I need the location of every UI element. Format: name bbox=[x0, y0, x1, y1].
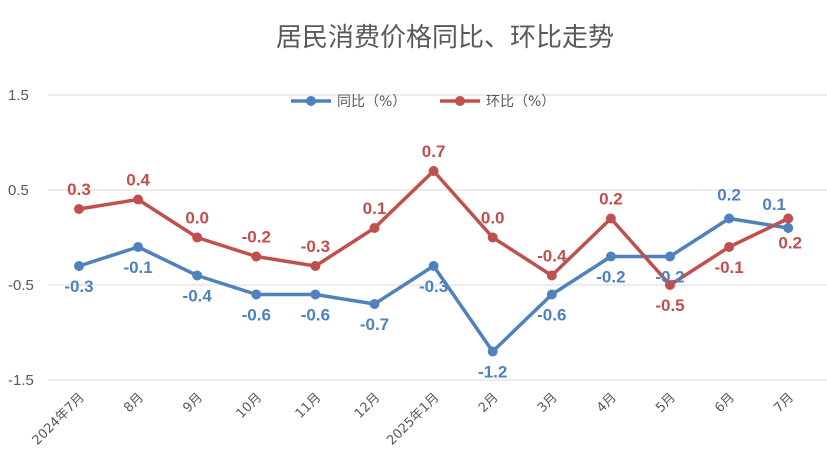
data-point bbox=[369, 299, 380, 309]
x-tick-label: 7月 bbox=[771, 390, 797, 416]
data-label: -0.4 bbox=[537, 247, 567, 266]
data-point bbox=[605, 251, 616, 262]
data-label: -0.4 bbox=[183, 287, 213, 306]
legend: 同比（%） 环比（%） bbox=[291, 94, 555, 110]
data-point bbox=[192, 270, 203, 281]
x-tick-label: 2024年7月 bbox=[30, 390, 88, 448]
data-point bbox=[783, 213, 794, 224]
x-tick-label: 6月 bbox=[712, 390, 738, 416]
data-label: -0.3 bbox=[64, 277, 93, 296]
legend-marker bbox=[306, 96, 316, 106]
data-label: 0.0 bbox=[481, 209, 505, 228]
data-label: 0.3 bbox=[67, 180, 91, 199]
data-point bbox=[605, 213, 616, 224]
y-tick-label: -1.5 bbox=[8, 372, 34, 389]
data-label: -0.6 bbox=[242, 306, 271, 325]
y-tick-label: -0.5 bbox=[8, 277, 34, 294]
data-label: 0.1 bbox=[363, 199, 387, 218]
data-label: -0.3 bbox=[419, 277, 448, 296]
data-point bbox=[428, 166, 439, 176]
data-point bbox=[133, 194, 144, 205]
data-label: 0.0 bbox=[185, 209, 209, 228]
x-tick-label: 8月 bbox=[121, 390, 147, 416]
data-label: -0.3 bbox=[301, 237, 330, 256]
data-label: -0.2 bbox=[596, 268, 625, 287]
legend-marker bbox=[455, 96, 465, 106]
data-label: 0.2 bbox=[778, 234, 802, 253]
legend-label: 环比（%） bbox=[486, 94, 555, 110]
x-tick-label: 10月 bbox=[234, 390, 265, 421]
data-point bbox=[487, 232, 498, 243]
data-label: 0.4 bbox=[126, 171, 150, 190]
data-point bbox=[74, 204, 84, 214]
data-label: -1.2 bbox=[478, 363, 507, 382]
data-point bbox=[251, 251, 262, 262]
x-tick-label: 9月 bbox=[180, 390, 206, 416]
data-point bbox=[428, 261, 439, 271]
gridlines bbox=[48, 94, 827, 381]
data-point bbox=[665, 280, 675, 290]
x-tick-label: 5月 bbox=[653, 390, 679, 416]
series-lines bbox=[74, 166, 794, 357]
data-point bbox=[310, 289, 321, 300]
data-point bbox=[665, 251, 675, 262]
data-label: -0.2 bbox=[655, 268, 684, 287]
data-point bbox=[546, 289, 557, 300]
y-tick-label: 0.5 bbox=[8, 182, 29, 199]
x-tick-label: 2025年1月 bbox=[384, 390, 442, 448]
data-label: 0.1 bbox=[762, 195, 786, 214]
data-labels: -0.3 -0.1 -0.4 -0.6 -0.6 -0.7 -0.3 -1.2 -0.6 -0.2… bbox=[64, 142, 802, 382]
legend-label: 同比（%） bbox=[337, 94, 406, 110]
data-label: -0.1 bbox=[714, 258, 743, 277]
data-label: 0.2 bbox=[599, 190, 623, 209]
data-point bbox=[251, 289, 262, 300]
data-label: -0.6 bbox=[301, 306, 330, 325]
data-point bbox=[192, 232, 203, 243]
x-tick-label: 2月 bbox=[476, 390, 502, 416]
data-point bbox=[310, 261, 321, 271]
data-point bbox=[487, 346, 498, 357]
x-axis-ticks: 2024年7月 8月 9月 10月 11月 12月 2025年1月 2月 3月 4月 5月 6月 7月 bbox=[30, 390, 797, 448]
data-point bbox=[724, 213, 735, 224]
data-point bbox=[783, 223, 794, 233]
y-axis-ticks: 1.5 0.5 -0.5 -1.5 bbox=[8, 87, 34, 389]
data-label: -0.1 bbox=[123, 258, 152, 277]
data-point bbox=[546, 270, 557, 281]
x-tick-label: 11月 bbox=[293, 390, 324, 421]
x-tick-label: 3月 bbox=[535, 390, 561, 416]
data-label: -0.6 bbox=[537, 306, 566, 325]
data-label: 0.2 bbox=[717, 186, 741, 205]
data-point bbox=[369, 223, 380, 233]
x-tick-label: 4月 bbox=[594, 390, 620, 416]
data-point bbox=[724, 242, 735, 252]
data-label: -0.5 bbox=[655, 296, 684, 315]
data-point bbox=[133, 242, 144, 252]
x-tick-label: 12月 bbox=[352, 390, 383, 421]
y-tick-label: 1.5 bbox=[8, 87, 29, 104]
data-label: -0.2 bbox=[242, 228, 271, 247]
chart-title: 居民消费价格同比、环比走势 bbox=[276, 23, 614, 53]
data-point bbox=[74, 261, 84, 271]
data-label: 0.7 bbox=[422, 142, 446, 161]
data-label: -0.7 bbox=[360, 315, 389, 334]
